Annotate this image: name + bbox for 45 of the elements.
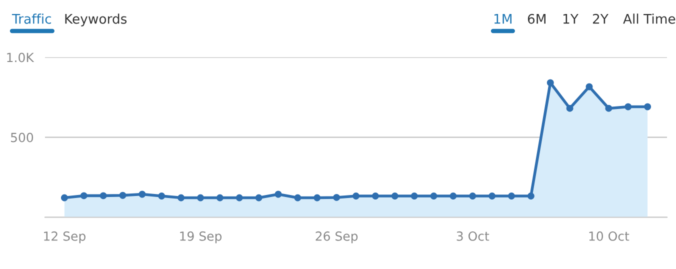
point [158, 192, 166, 200]
x-tick-label: 19 Sep [180, 231, 222, 244]
text: Keywords [65, 14, 127, 26]
point [294, 194, 302, 202]
point [586, 83, 593, 90]
point [469, 192, 476, 200]
text: 6M [528, 14, 546, 24]
point [100, 192, 107, 200]
point [546, 79, 554, 86]
point [255, 194, 262, 202]
point [488, 192, 496, 200]
text: 2Y [592, 14, 608, 24]
point [391, 192, 398, 200]
point [60, 194, 68, 202]
point [352, 192, 360, 200]
text: Traffic [12, 14, 52, 24]
point [138, 190, 146, 198]
text: All Time [623, 14, 676, 24]
point [197, 194, 204, 202]
point [430, 192, 438, 200]
point [566, 104, 574, 112]
point [216, 194, 224, 202]
point [236, 194, 243, 202]
y-tick-label: 1.0K [7, 52, 34, 62]
point [274, 190, 282, 198]
point [644, 103, 652, 110]
x-tick-label: 3 Oct [456, 231, 490, 241]
point [119, 192, 126, 199]
text: 1M [494, 14, 512, 24]
point [333, 194, 340, 201]
point [410, 192, 418, 200]
point [527, 192, 534, 200]
point [624, 103, 632, 110]
x-tick-label: 12 Sep [44, 231, 86, 244]
point [314, 194, 321, 202]
x-tick-label: 10 Oct [589, 231, 630, 241]
text: 1Y [563, 14, 578, 24]
x-tick-label: 26 Sep [316, 231, 358, 244]
point [372, 192, 379, 200]
point [80, 192, 88, 200]
point [508, 192, 515, 200]
point [605, 104, 612, 112]
point [178, 194, 185, 202]
y-tick-label: 500 [10, 132, 34, 142]
point [450, 192, 457, 200]
